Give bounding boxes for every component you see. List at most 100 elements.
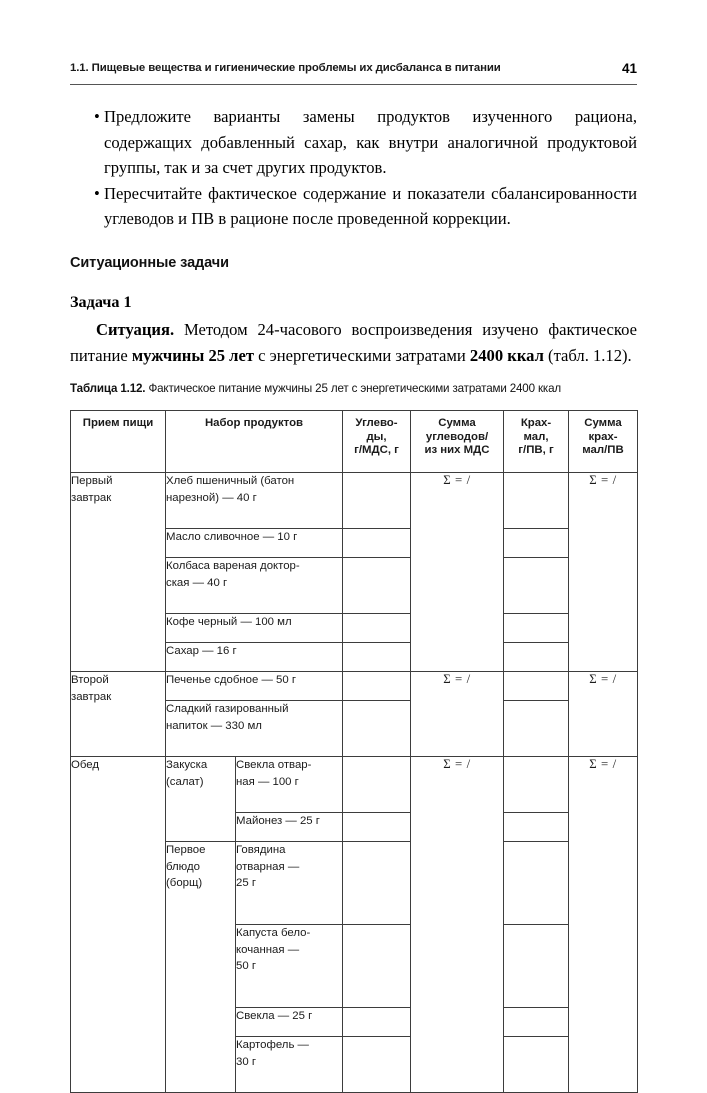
product-name-line: нарезной) — 40 г <box>166 491 257 504</box>
starch-sum-cell[interactable]: Σ = / <box>568 756 638 1093</box>
meal-name-cell: Первый завтрак <box>70 472 166 672</box>
situation-text-1: Методом 24-часового воспроизведения изуч… <box>70 320 637 365</box>
col-header-carbs: Углево- ды, г/МДС, г <box>342 410 411 473</box>
starch-value-cell[interactable] <box>503 528 569 558</box>
product-group-label-line: (борщ) <box>166 877 203 889</box>
carbs-value-cell[interactable] <box>342 1007 411 1037</box>
product-name-line: отварная — <box>236 860 300 873</box>
nutrition-table: Прием пищи Набор продуктов Углево- ды, г… <box>70 410 638 1093</box>
starch-value-cell[interactable] <box>503 924 569 1008</box>
col-header-carbs-line3: г/МДС, г <box>354 444 399 457</box>
product-name-cell: Свекла отвар-ная — 100 г <box>235 756 343 813</box>
carbs-value-cell[interactable] <box>342 841 411 925</box>
starch-value-cell[interactable] <box>503 1036 569 1093</box>
product-name-cell: Говядина отварная — 25 г <box>235 841 343 925</box>
starch-value-cell[interactable] <box>503 671 569 701</box>
section-heading: Ситуационные задачи <box>70 255 229 271</box>
situation-paragraph: Ситуация. Методом 24-часового воспроизве… <box>70 317 637 368</box>
sum-placeholder: Σ = / <box>589 757 617 771</box>
carb-sum-cell[interactable]: Σ = / <box>410 472 504 672</box>
carbs-value-cell[interactable] <box>342 642 411 672</box>
bullet-marker: • <box>94 107 100 126</box>
col-header-meal: Прием пищи <box>70 410 166 473</box>
product-name-line: Печенье сдобное — 50 г <box>166 674 297 686</box>
list-item: • Предложите варианты замены продуктов и… <box>70 104 637 181</box>
col-header-carb-sum: Сумма углеводов/ из них МДС <box>410 410 504 473</box>
running-head-title: 1.1. Пищевые вещества и гигиенические пр… <box>70 62 501 74</box>
header-divider <box>70 84 637 85</box>
situation-text-2: с энергетическими затратами <box>254 345 470 365</box>
starch-value-cell[interactable] <box>503 472 569 529</box>
product-name-line: 50 г <box>236 960 256 972</box>
carbs-value-cell[interactable] <box>342 557 411 614</box>
task-heading: Задача 1 <box>70 293 132 311</box>
table-caption: Таблица 1.12. Фактическое питание мужчин… <box>70 382 640 395</box>
sum-placeholder: Σ = / <box>589 473 617 487</box>
carbs-value-cell[interactable] <box>342 924 411 1008</box>
starch-value-cell[interactable] <box>503 756 569 813</box>
product-name-cell: Свекла — 25 г <box>235 1007 343 1037</box>
product-group-label-line: Закуска <box>166 759 208 771</box>
starch-value-cell[interactable] <box>503 557 569 614</box>
sum-placeholder: Σ = / <box>443 757 471 771</box>
carbs-value-cell[interactable] <box>342 613 411 643</box>
list-item-text: Пересчитайте фактическое содержание и по… <box>104 183 637 229</box>
product-name-line: 25 г <box>236 877 256 889</box>
bullet-list: • Предложите варианты замены продуктов и… <box>70 104 637 232</box>
starch-value-cell[interactable] <box>503 1007 569 1037</box>
product-group-label-line: Первое <box>166 844 206 856</box>
col-header-carbs-line1: Углево- <box>355 417 398 429</box>
col-header-products: Набор продуктов <box>165 410 343 473</box>
product-name-line: 30 г <box>236 1055 256 1068</box>
product-name-cell: Капуста бело-кочанная — 50 г <box>235 924 343 1008</box>
starch-value-cell[interactable] <box>503 700 569 757</box>
product-name-line: напиток — 330 мл <box>166 719 262 732</box>
carbs-value-cell[interactable] <box>342 528 411 558</box>
sum-placeholder: Σ = / <box>443 672 471 686</box>
meal-name-line: Первый <box>71 475 113 487</box>
table-row: Сладкий газированный напиток — 330 мл <box>71 700 638 757</box>
starch-value-cell[interactable] <box>503 642 569 672</box>
sum-placeholder: Σ = / <box>443 473 471 487</box>
col-header-starch-sum-line2: крах- <box>588 430 618 443</box>
table-row: Второй завтрак Печенье сдобное — 50 г Σ = /… <box>70 671 638 757</box>
product-name-line: кочанная — <box>236 943 300 956</box>
meal-name-line: Обед <box>71 759 99 771</box>
carbs-value-cell[interactable] <box>342 671 411 701</box>
meal-name-line: завтрак <box>71 491 112 504</box>
carbs-value-cell[interactable] <box>342 812 411 842</box>
carb-sum-cell[interactable]: Σ = / <box>410 671 504 757</box>
meal-name-cell: Обед <box>70 756 166 1093</box>
meal-name-line: завтрак <box>71 690 112 703</box>
running-head: 1.1. Пищевые вещества и гигиенические пр… <box>70 61 637 88</box>
starch-value-cell[interactable] <box>503 812 569 842</box>
product-name-cell: Майонез — 25 г <box>235 812 343 842</box>
document-page: 1.1. Пищевые вещества и гигиенические пр… <box>70 61 640 1093</box>
table-row: Капуста бело-кочанная — 50 г <box>71 924 638 1008</box>
product-name-cell: Масло сливочное — 10 г <box>165 528 343 558</box>
table-caption-text: Фактическое питание мужчины 25 лет с эне… <box>145 382 561 395</box>
product-name-line: Свекла — 25 г <box>236 1010 313 1022</box>
carbs-value-cell[interactable] <box>342 756 411 813</box>
situation-label: Ситуация. <box>96 320 175 339</box>
product-group-label-cell: Закуска (салат) <box>165 756 236 842</box>
table-row: Кофе черный — 100 мл <box>71 613 638 643</box>
carbs-value-cell[interactable] <box>342 700 411 757</box>
product-name-line: Колбаса вареная доктор- <box>166 560 300 572</box>
product-name-cell: Сладкий газированный напиток — 330 мл <box>165 700 343 757</box>
starch-value-cell[interactable] <box>503 613 569 643</box>
starch-value-cell[interactable] <box>503 841 569 925</box>
starch-sum-cell[interactable]: Σ = / <box>568 671 638 757</box>
carb-sum-cell[interactable]: Σ = / <box>410 756 504 1093</box>
product-group-label-cell: Первое блюдо (борщ) <box>165 841 236 1093</box>
col-header-carb-sum-line2: углеводов/ <box>425 430 489 443</box>
carbs-value-cell[interactable] <box>342 472 411 529</box>
starch-sum-cell[interactable]: Σ = / <box>568 472 638 672</box>
table-row: Майонез — 25 г <box>71 812 638 842</box>
table-row: Сахар — 16 г <box>71 642 638 672</box>
situation-text-3: (табл. 1.12). <box>543 345 632 365</box>
carbs-value-cell[interactable] <box>342 1036 411 1093</box>
product-name-line: Масло сливочное — 10 г <box>166 531 298 543</box>
nutrition-table-wrapper: Прием пищи Набор продуктов Углево- ды, г… <box>70 410 638 1093</box>
product-name-line: Сладкий газированный <box>166 703 289 715</box>
